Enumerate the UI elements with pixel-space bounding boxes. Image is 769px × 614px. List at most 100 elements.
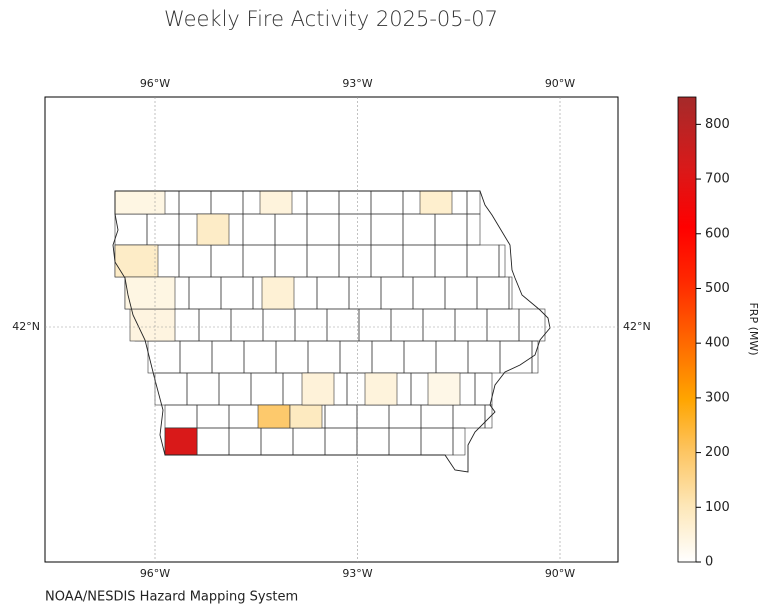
county bbox=[307, 340, 341, 374]
colorbar-tick-label: 600 bbox=[705, 226, 730, 241]
county bbox=[262, 308, 296, 342]
county bbox=[434, 244, 468, 278]
county bbox=[402, 213, 436, 246]
county bbox=[306, 190, 340, 215]
county bbox=[326, 308, 360, 342]
county bbox=[114, 213, 148, 246]
county-fill bbox=[114, 244, 159, 278]
county bbox=[316, 276, 350, 310]
colorbar bbox=[677, 96, 697, 563]
county bbox=[454, 308, 488, 342]
colorbar-tick-label: 300 bbox=[705, 390, 730, 405]
county bbox=[370, 190, 404, 215]
county bbox=[274, 244, 308, 278]
county-fill bbox=[301, 372, 335, 406]
county bbox=[211, 340, 245, 374]
county bbox=[358, 308, 392, 342]
county bbox=[412, 276, 446, 310]
county bbox=[242, 244, 276, 278]
county bbox=[466, 213, 481, 246]
colorbar-label: FRP (MW) bbox=[747, 302, 760, 355]
county bbox=[338, 213, 372, 246]
county bbox=[147, 340, 181, 374]
county bbox=[220, 276, 254, 310]
county bbox=[390, 308, 424, 342]
county bbox=[420, 404, 454, 429]
y-tick-label: 42°N bbox=[623, 320, 651, 333]
y-tick-label: 42°N bbox=[12, 320, 40, 333]
county bbox=[388, 404, 422, 429]
county bbox=[356, 404, 390, 429]
county bbox=[196, 404, 230, 429]
county bbox=[466, 244, 500, 278]
county bbox=[370, 213, 404, 246]
county-fill bbox=[427, 372, 461, 406]
county bbox=[179, 340, 213, 374]
county bbox=[452, 404, 486, 429]
county bbox=[292, 427, 326, 456]
county bbox=[228, 427, 262, 456]
county bbox=[466, 190, 481, 215]
county bbox=[178, 190, 212, 215]
county bbox=[178, 244, 212, 278]
county bbox=[356, 427, 390, 456]
county-fill bbox=[196, 213, 230, 246]
county bbox=[218, 372, 252, 406]
county bbox=[508, 276, 513, 310]
county bbox=[388, 427, 422, 456]
county bbox=[275, 340, 309, 374]
county bbox=[306, 244, 340, 278]
county bbox=[434, 213, 468, 246]
colorbar-tick-label: 200 bbox=[705, 445, 730, 460]
county bbox=[294, 308, 328, 342]
x-tick-label: 90°W bbox=[545, 77, 575, 90]
county-fill bbox=[289, 404, 323, 429]
county-fill bbox=[261, 276, 295, 310]
map-frame bbox=[44, 96, 619, 563]
colorbar-tick-label: 700 bbox=[705, 172, 730, 187]
colorbar-tick-label: 400 bbox=[705, 336, 730, 351]
colorbar-tick-label: 0 bbox=[705, 555, 713, 570]
county bbox=[370, 244, 404, 278]
x-tick-label: 96°W bbox=[140, 77, 170, 90]
county bbox=[242, 213, 276, 246]
county bbox=[339, 340, 373, 374]
county bbox=[188, 276, 222, 310]
county bbox=[348, 276, 382, 310]
county bbox=[422, 308, 456, 342]
county bbox=[402, 244, 436, 278]
county bbox=[210, 190, 244, 215]
county bbox=[228, 404, 262, 429]
counties bbox=[114, 190, 546, 456]
county bbox=[452, 427, 466, 456]
colorbar-tick-label: 100 bbox=[705, 500, 730, 515]
county bbox=[467, 340, 501, 374]
county bbox=[338, 244, 372, 278]
county-fill bbox=[164, 427, 198, 456]
county-fill bbox=[364, 372, 398, 406]
county-fill bbox=[257, 404, 291, 429]
county bbox=[324, 427, 358, 456]
state-outline bbox=[112, 190, 551, 473]
title: Weekly Fire Activity 2025-05-07 bbox=[164, 7, 498, 31]
county bbox=[380, 276, 414, 310]
county bbox=[154, 372, 188, 406]
county bbox=[420, 427, 454, 456]
x-tick-label: 93°W bbox=[342, 77, 372, 90]
county bbox=[518, 308, 546, 342]
county-fill bbox=[114, 190, 166, 215]
source: NOAA/NESDIS Hazard Mapping System bbox=[45, 590, 298, 605]
x-tick-label: 96°W bbox=[140, 567, 170, 580]
county bbox=[486, 308, 520, 342]
county bbox=[444, 276, 478, 310]
x-tick-label: 93°W bbox=[342, 567, 372, 580]
county-fill bbox=[129, 308, 176, 342]
county bbox=[476, 276, 510, 310]
county bbox=[210, 244, 244, 278]
county bbox=[435, 340, 469, 374]
county bbox=[186, 372, 220, 406]
county bbox=[198, 308, 232, 342]
x-tick-label: 90°W bbox=[545, 567, 575, 580]
county bbox=[498, 244, 506, 278]
